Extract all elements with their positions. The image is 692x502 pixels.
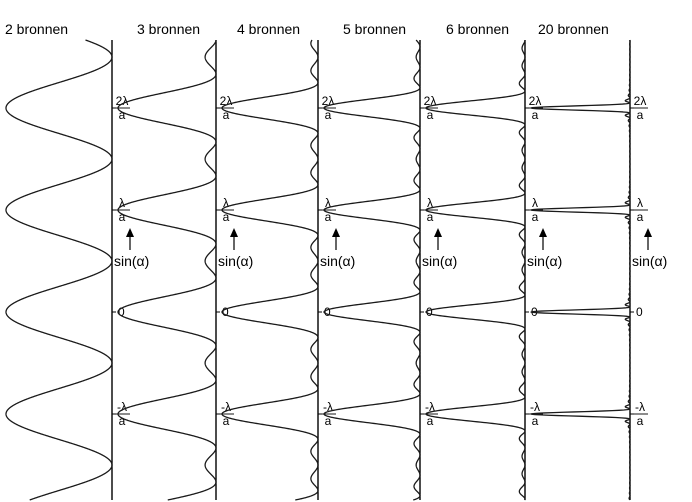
tick-denominator: a: [637, 108, 644, 122]
panel-title: 5 bronnen: [343, 21, 406, 37]
tick-label: λa: [318, 196, 336, 224]
tick-zero: 0: [324, 305, 331, 319]
tick-label: λa: [420, 196, 438, 224]
tick-label: -λa: [216, 400, 234, 428]
tick-label: 2λa: [318, 94, 336, 122]
tick-denominator: a: [119, 414, 126, 428]
tick-label: 0: [420, 305, 433, 319]
tick-numerator: -λ: [530, 400, 540, 414]
sin-alpha-arrow: sin(α): [320, 228, 355, 269]
sin-alpha-arrow: sin(α): [218, 228, 253, 269]
tick-denominator: a: [223, 210, 230, 224]
tick-zero: 0: [426, 305, 433, 319]
tick-numerator: 2λ: [529, 94, 542, 108]
tick-numerator: λ: [223, 196, 229, 210]
intensity-curve: [323, 39, 421, 501]
arrow-label: sin(α): [632, 253, 667, 269]
tick-denominator: a: [325, 414, 332, 428]
arrow-label: sin(α): [218, 253, 253, 269]
tick-label: λa: [216, 196, 234, 224]
tick-numerator: λ: [532, 196, 538, 210]
panel-title: 6 bronnen: [446, 21, 509, 37]
sin-alpha-arrow: sin(α): [527, 228, 562, 269]
panel-title: 4 bronnen: [237, 21, 300, 37]
tick-denominator: a: [325, 108, 332, 122]
tick-denominator: a: [325, 210, 332, 224]
arrow-label: sin(α): [422, 253, 457, 269]
tick-denominator: a: [223, 108, 230, 122]
tick-numerator: 2λ: [116, 94, 129, 108]
tick-denominator: a: [532, 108, 539, 122]
tick-numerator: -λ: [425, 400, 435, 414]
tick-label: -λa: [630, 400, 648, 428]
tick-denominator: a: [532, 414, 539, 428]
tick-denominator: a: [637, 210, 644, 224]
tick-numerator: λ: [119, 196, 125, 210]
arrow-up-icon: [126, 228, 134, 237]
arrow-up-icon: [644, 228, 652, 237]
intensity-curve: [221, 39, 319, 501]
tick-label: 2λa: [420, 94, 438, 122]
tick-denominator: a: [532, 210, 539, 224]
tick-label: 2λa: [216, 94, 234, 122]
arrow-up-icon: [230, 228, 238, 237]
tick-numerator: 2λ: [424, 94, 437, 108]
arrow-up-icon: [434, 228, 442, 237]
tick-numerator: λ: [637, 196, 643, 210]
tick-numerator: λ: [325, 196, 331, 210]
sin-alpha-arrow: sin(α): [422, 228, 457, 269]
tick-label: -λa: [318, 400, 336, 428]
tick-denominator: a: [427, 210, 434, 224]
sin-alpha-arrow: sin(α): [114, 228, 149, 269]
tick-numerator: -λ: [221, 400, 231, 414]
intensity-curve: [530, 39, 631, 501]
tick-numerator: 2λ: [220, 94, 233, 108]
arrow-label: sin(α): [114, 253, 149, 269]
tick-numerator: -λ: [635, 400, 645, 414]
tick-label: 0: [318, 305, 331, 319]
tick-zero: 0: [118, 305, 125, 319]
intensity-curve: [5, 39, 113, 501]
tick-denominator: a: [637, 414, 644, 428]
intensity-curve: [117, 39, 217, 501]
tick-label: -λa: [420, 400, 438, 428]
tick-label: 0: [112, 305, 125, 319]
tick-label: 0: [630, 305, 643, 319]
arrow-up-icon: [539, 228, 547, 237]
tick-denominator: a: [427, 414, 434, 428]
arrow-label: sin(α): [527, 253, 562, 269]
tick-denominator: a: [223, 414, 230, 428]
tick-numerator: λ: [427, 196, 433, 210]
tick-numerator: 2λ: [634, 94, 647, 108]
tick-label: λa: [630, 196, 648, 224]
panel-title: 20 bronnen: [538, 21, 609, 37]
tick-numerator: -λ: [117, 400, 127, 414]
intensity-curve: [425, 39, 526, 501]
arrow-label: sin(α): [320, 253, 355, 269]
tick-denominator: a: [427, 108, 434, 122]
panel-title: 3 bronnen: [137, 21, 200, 37]
tick-label: λa: [112, 196, 130, 224]
tick-label: 0: [216, 305, 229, 319]
tick-numerator: -λ: [323, 400, 333, 414]
tick-denominator: a: [119, 108, 126, 122]
panel-title: 2 bronnen: [5, 21, 68, 37]
tick-label: -λa: [112, 400, 130, 428]
arrow-up-icon: [332, 228, 340, 237]
tick-label: 2λa: [630, 94, 648, 122]
tick-denominator: a: [119, 210, 126, 224]
sin-alpha-arrow: sin(α): [632, 228, 667, 269]
tick-label: 2λa: [112, 94, 130, 122]
tick-zero: 0: [636, 305, 643, 319]
tick-zero: 0: [222, 305, 229, 319]
